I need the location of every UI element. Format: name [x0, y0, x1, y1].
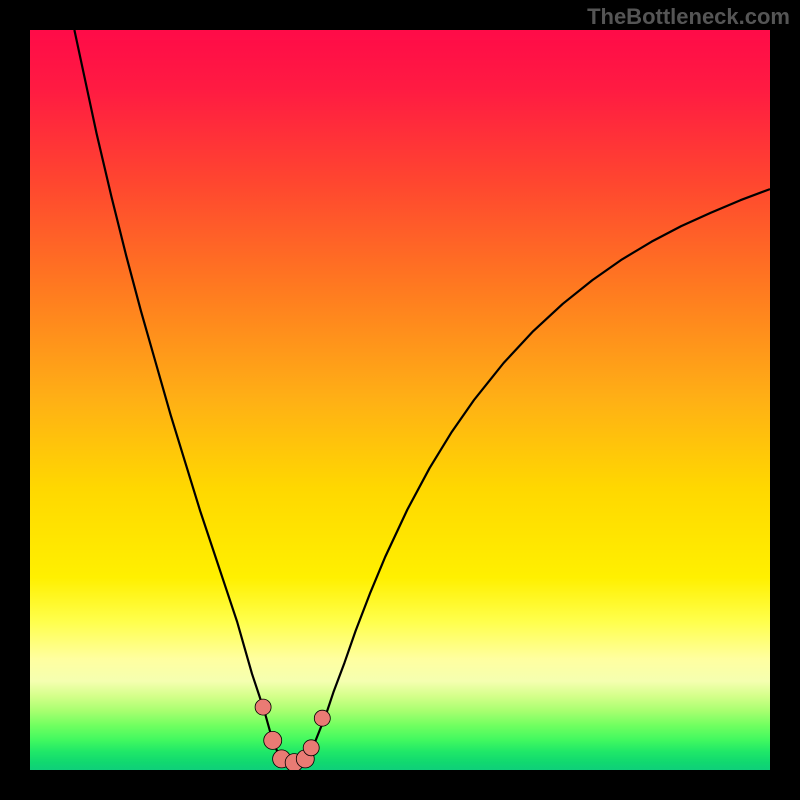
curve-marker: [303, 740, 319, 756]
curve-marker: [264, 731, 282, 749]
gradient-background: [30, 30, 770, 770]
curve-marker: [255, 699, 271, 715]
chart-container: TheBottleneck.com: [0, 0, 800, 800]
curve-marker: [314, 710, 330, 726]
plot-area: [30, 30, 770, 770]
watermark-text: TheBottleneck.com: [587, 4, 790, 30]
plot-svg: [30, 30, 770, 770]
